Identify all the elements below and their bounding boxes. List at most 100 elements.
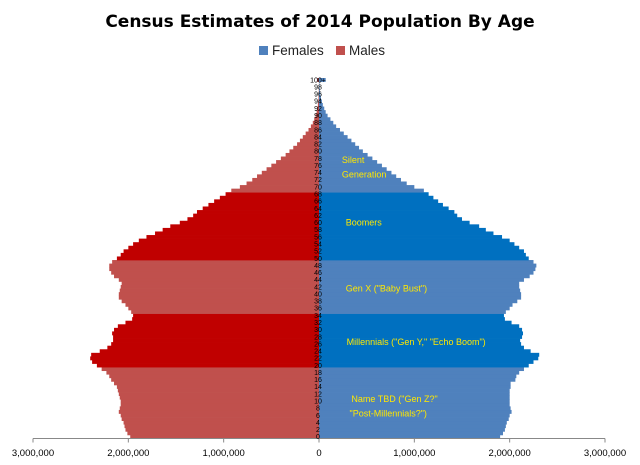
male-bar-age-49 [112,260,319,264]
male-bar-age-36 [128,306,319,311]
female-bar-age-83 [319,138,352,143]
x-tick-label-2: 1,000,000 [203,448,245,459]
male-bar-age-57 [155,231,319,236]
female-bar-age-8 [319,406,511,411]
female-bar-age-38 [319,299,518,304]
female-bar-age-81 [319,145,360,150]
female-bar-age-58 [319,227,486,232]
generation-annotation-3: Gen X ("Baby Bust") [346,284,427,294]
male-bar-age-54 [133,242,319,247]
male-bar-age-7 [118,409,319,414]
male-bar-age-5 [121,417,319,422]
male-bar-age-80 [289,149,319,154]
age-label-19: 38 [314,299,322,306]
male-bar-age-41 [119,288,320,293]
female-bar-age-62 [319,213,458,218]
female-bar-age-35 [319,310,506,314]
age-label-18: 36 [314,306,322,313]
male-bar-age-66 [214,199,319,204]
age-label-35: 70 [314,184,322,191]
female-bar-age-89 [319,117,331,122]
age-label-20: 40 [314,291,322,298]
female-bar-age-7 [319,409,512,414]
male-bar-age-71 [246,181,319,186]
male-bar-age-55 [138,238,319,243]
female-bar-age-80 [319,149,363,154]
male-bar-age-69 [231,188,319,193]
male-bar-age-44 [118,277,319,282]
age-label-12: 24 [314,349,322,356]
age-label-50: 100+ [310,77,326,84]
male-bar-age-34 [133,313,319,318]
male-bar-age-27 [113,338,319,343]
female-bar-age-45 [319,274,530,279]
female-bar-age-97 [319,88,320,93]
age-label-27: 54 [314,241,322,248]
age-label-24: 48 [314,263,322,270]
age-label-23: 46 [314,270,322,277]
male-bar-age-70 [239,185,319,189]
male-bar-age-86 [308,127,319,132]
female-bar-age-56 [319,235,503,239]
female-bar-age-86 [319,127,340,132]
female-bar-age-48 [319,263,537,268]
female-bar-age-18 [319,370,520,375]
age-label-29: 58 [314,227,322,234]
female-bar-age-41 [319,288,521,293]
age-label-16: 32 [314,320,322,327]
male-bar-age-47 [109,267,320,272]
age-label-11: 22 [314,356,322,363]
male-bar-age-89 [314,117,319,122]
female-bar-age-28 [319,334,523,339]
female-bar-age-10 [319,399,510,404]
female-bar-age-82 [319,142,356,147]
male-bar-age-85 [305,131,319,136]
male-bar-age-39 [118,295,319,300]
male-bar-age-35 [131,310,319,314]
generation-annotation-0: Silent [342,155,365,165]
age-labels: 0246810121416182022242628303234363840424… [310,77,326,441]
female-bar-age-65 [319,202,443,207]
male-bar-age-50 [116,256,319,261]
male-bar-age-58 [162,227,319,232]
female-bar-age-12 [319,392,510,397]
female-bar-age-73 [319,174,397,179]
male-bar-age-81 [293,145,319,150]
male-bar-age-19 [101,367,319,372]
male-bar-age-73 [257,174,319,179]
age-label-38: 76 [314,163,322,170]
male-bar-age-52 [123,249,319,254]
female-bar-age-91 [319,110,326,115]
male-bar-age-62 [193,213,319,218]
male-bar-age-91 [316,110,319,115]
female-bar-age-46 [319,270,534,275]
male-bar-age-84 [302,135,319,140]
female-bar-age-88 [319,120,334,125]
female-bar-age-67 [319,195,434,200]
female-bar-age-9 [319,402,510,407]
age-label-15: 30 [314,327,322,334]
age-label-25: 50 [314,256,322,263]
male-bar-age-2 [125,427,320,432]
female-bar-age-1 [319,431,503,436]
age-label-46: 92 [314,106,322,113]
female-bar-age-22 [319,356,539,361]
age-label-40: 80 [314,149,322,156]
female-bar-age-60 [319,220,470,225]
male-bar-age-64 [202,206,319,211]
age-label-2: 4 [316,420,320,427]
female-bar-age-3 [319,424,506,429]
female-bar-age-74 [319,170,392,175]
female-bar-age-54 [319,242,515,247]
female-bar-age-2 [319,427,505,432]
female-bar-age-32 [319,320,512,325]
female-bar-age-50 [319,256,529,261]
generation-annotation-5: Name TBD ("Gen Z?" [351,394,437,404]
male-bar-age-14 [116,384,319,389]
age-label-10: 20 [314,363,322,370]
male-bar-age-40 [118,292,319,297]
female-bar-age-33 [319,317,505,322]
female-bar-age-39 [319,295,522,300]
female-bar-age-14 [319,384,511,389]
